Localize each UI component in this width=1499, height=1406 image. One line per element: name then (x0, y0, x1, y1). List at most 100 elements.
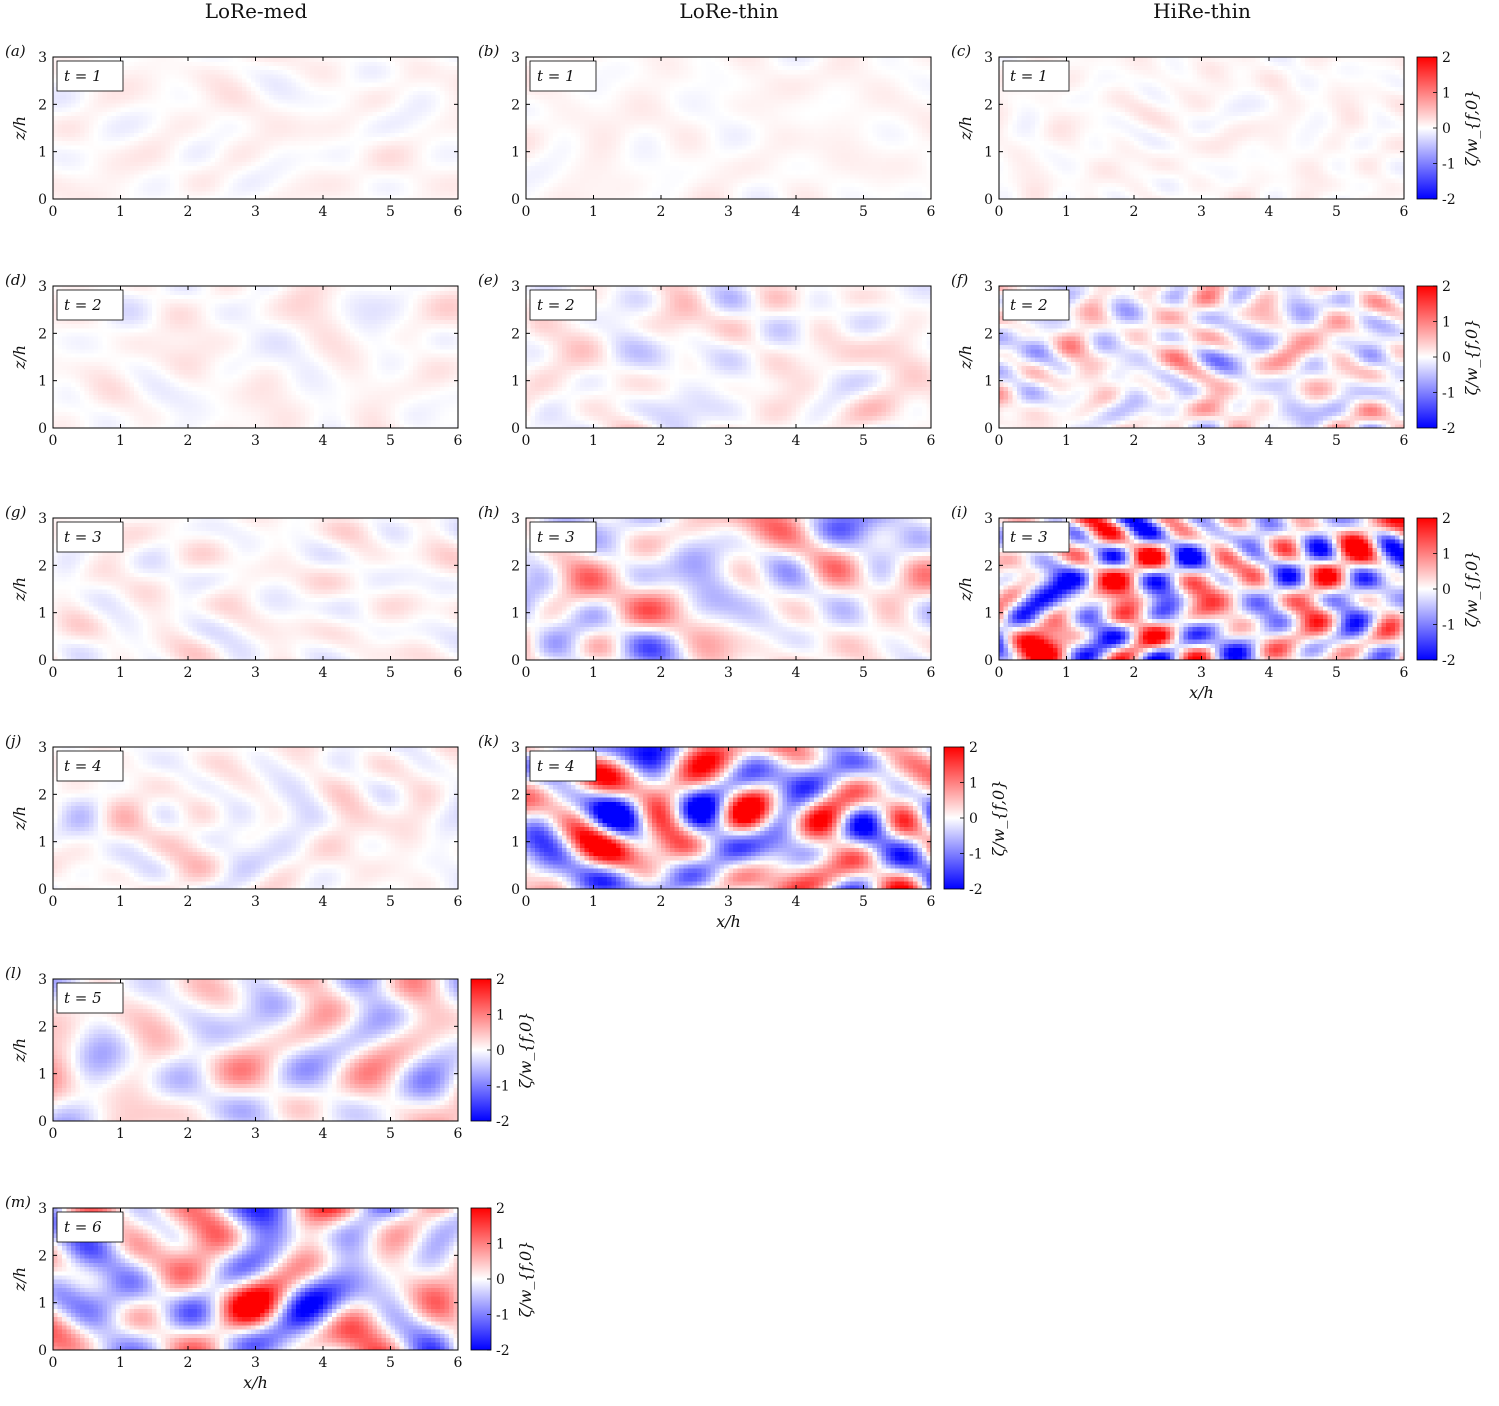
heatmap-cell (845, 119, 851, 125)
heatmap-cell (210, 94, 216, 100)
heatmap-cell (904, 169, 910, 175)
heatmap-cell (706, 111, 712, 117)
x-tick-label: 1 (116, 204, 125, 220)
heatmap-cell (440, 165, 446, 171)
heatmap-cell (273, 86, 279, 92)
heatmap-cell (692, 153, 698, 158)
heatmap-cell (796, 148, 802, 154)
heatmap-cell (733, 157, 739, 163)
heatmap-cell (692, 115, 698, 121)
heatmap-cell (625, 161, 631, 167)
heatmap-cell (305, 194, 311, 199)
heatmap-cell (287, 102, 293, 108)
heatmap-cell (800, 173, 806, 179)
heatmap-cell (868, 136, 874, 142)
heatmap-cell (291, 94, 297, 100)
heatmap-cell (242, 169, 248, 175)
heatmap-cell (728, 165, 734, 171)
heatmap-cell (372, 98, 378, 104)
heatmap-cell (287, 144, 293, 150)
heatmap-cell (854, 194, 860, 199)
heatmap-cell (188, 161, 194, 167)
heatmap-cell (372, 69, 378, 75)
heatmap-cell (273, 186, 279, 192)
heatmap-cell (251, 173, 257, 179)
heatmap-cell (62, 169, 68, 175)
heatmap-cell (152, 169, 158, 175)
heatmap-cell (161, 123, 167, 129)
heatmap-cell (917, 144, 923, 150)
heatmap-cell (98, 178, 104, 183)
heatmap-cell (386, 115, 392, 121)
heatmap-cell (611, 161, 617, 167)
heatmap-cell (877, 123, 883, 129)
heatmap-cell (156, 128, 162, 133)
heatmap-cell (89, 132, 95, 137)
heatmap-cell (192, 77, 198, 83)
heatmap-cell (796, 111, 802, 117)
heatmap-cell (670, 169, 676, 175)
heatmap-cell (377, 190, 383, 196)
heatmap-cell (260, 161, 266, 167)
heatmap-cell (332, 86, 338, 92)
heatmap-cell (260, 90, 266, 96)
heatmap-cell (841, 165, 847, 171)
heatmap-cell (814, 128, 820, 133)
heatmap-cell (368, 144, 374, 150)
heatmap-cell (904, 136, 910, 142)
heatmap-cell (224, 165, 230, 171)
heatmap-cell (607, 169, 613, 175)
heatmap-cell (80, 190, 86, 196)
heatmap-cell (399, 186, 405, 192)
heatmap-cell (210, 144, 216, 150)
heatmap-cell (174, 148, 180, 154)
heatmap-cell (215, 73, 221, 79)
heatmap-cell (643, 140, 649, 146)
heatmap-cell (201, 194, 207, 199)
heatmap-cell (859, 190, 865, 196)
heatmap-cell (544, 190, 550, 196)
heatmap-cell (138, 178, 144, 183)
heatmap-cell (53, 157, 59, 163)
heatmap-cell (71, 111, 77, 117)
heatmap-cell (147, 186, 153, 192)
heatmap-cell (197, 140, 203, 146)
heatmap-cell (728, 123, 734, 129)
heatmap-cell (652, 165, 658, 171)
heatmap-cell (138, 61, 144, 66)
heatmap-cell (278, 77, 284, 83)
heatmap-cell (318, 153, 324, 158)
heatmap-cell (530, 123, 536, 129)
heatmap-cell (350, 194, 356, 199)
heatmap-cell (715, 132, 721, 137)
heatmap-cell (147, 173, 153, 179)
heatmap-cell (616, 115, 622, 121)
heatmap-cell (571, 178, 577, 183)
heatmap-cell (530, 161, 536, 167)
heatmap-cell (273, 82, 279, 87)
heatmap-cell (242, 132, 248, 137)
heatmap-cell (426, 132, 432, 137)
heatmap-cell (183, 69, 189, 75)
heatmap-cell (827, 178, 833, 183)
heatmap-cell (138, 111, 144, 117)
heatmap-cell (269, 107, 275, 112)
heatmap-cell (228, 144, 234, 150)
heatmap-cell (602, 186, 608, 192)
heatmap-cell (809, 123, 815, 129)
heatmap-cell (872, 119, 878, 125)
heatmap-cell (562, 153, 568, 158)
heatmap-cell (607, 119, 613, 125)
heatmap-cell (201, 107, 207, 112)
heatmap-cell (395, 111, 401, 117)
heatmap-cell (345, 102, 351, 108)
heatmap-cell (255, 140, 261, 146)
heatmap-cell (116, 111, 122, 117)
heatmap-cell (922, 119, 928, 125)
heatmap-cell (89, 107, 95, 112)
heatmap-cell (372, 86, 378, 92)
heatmap-cell (571, 148, 577, 154)
heatmap-cell (526, 123, 532, 129)
heatmap-cell (170, 123, 176, 129)
heatmap-cell (890, 115, 896, 121)
